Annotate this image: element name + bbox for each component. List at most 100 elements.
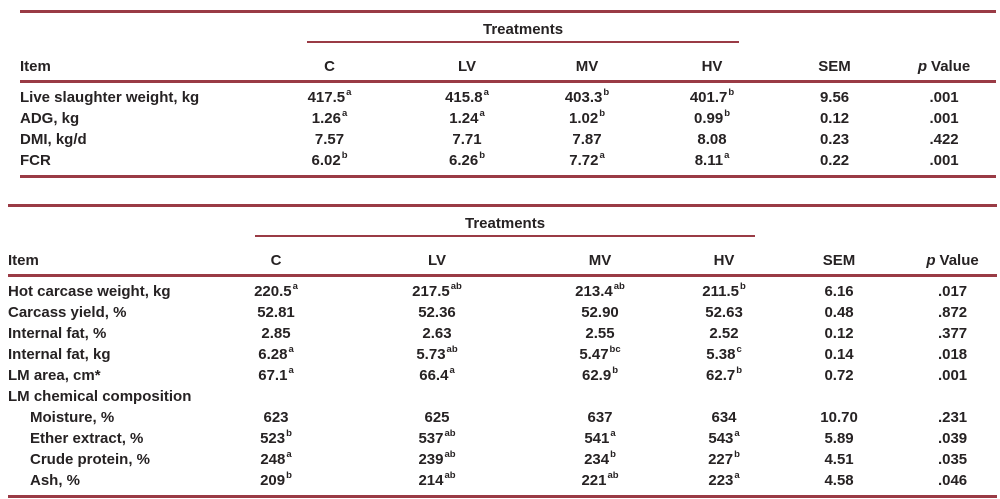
value-number: 537 [418, 430, 444, 447]
value-number: 2.85 [261, 325, 291, 342]
treatment-value: 8.11a [647, 150, 777, 177]
significance-superscript: a [599, 150, 605, 161]
value-number: 415.8 [445, 89, 483, 106]
p-italic: p [926, 252, 936, 269]
treatment-value: 6.02b [252, 150, 407, 177]
significance-superscript: b [286, 428, 292, 439]
treatment-value: 6.28a [200, 344, 352, 365]
treatment-value: 248a [200, 449, 352, 470]
significance-superscript: ab [446, 344, 458, 355]
sem-value: 10.70 [820, 409, 858, 426]
value-number: 543 [708, 430, 734, 447]
value-number: 5.47 [579, 346, 609, 363]
treatment-value: 67.1a [200, 365, 352, 386]
treatment-value: 52.90 [522, 302, 678, 323]
significance-superscript: ab [444, 449, 456, 460]
value-number: 0.99 [694, 110, 724, 127]
p-value: .001 [937, 367, 968, 384]
treatment-value: 7.71 [407, 129, 527, 150]
column-header-item: Item [20, 43, 252, 83]
sem-value: 4.58 [824, 472, 854, 489]
p-value: .035 [937, 451, 968, 468]
row-label: Ether extract, % [30, 430, 144, 447]
significance-superscript: b [603, 87, 610, 98]
value-number: 52.63 [705, 304, 743, 321]
value-number: 239 [418, 451, 444, 468]
treatment-value: 221ab [522, 470, 678, 497]
value-number: 401.7 [689, 89, 728, 106]
row-label: LM area, cm* [8, 367, 101, 384]
treatments-spanner-row: Treatments [20, 12, 996, 44]
treatment-value: 214ab [352, 470, 522, 497]
treatment-value: 541a [522, 428, 678, 449]
row-label: FCR [20, 152, 51, 169]
treatment-value: 62.9b [522, 365, 678, 386]
value-number: 62.9 [581, 367, 612, 384]
significance-superscript: a [288, 344, 294, 355]
p-value: .018 [937, 346, 968, 363]
spacer-cell [892, 12, 996, 44]
sem-value: 5.89 [824, 430, 854, 447]
significance-superscript: a [610, 428, 616, 439]
treatment-value: 537ab [352, 428, 522, 449]
row-label: Internal fat, % [8, 325, 107, 342]
significance-superscript: b [728, 87, 735, 98]
spacer-cell [8, 206, 200, 238]
treatment-value: 66.4a [352, 365, 522, 386]
p-value: .377 [937, 325, 968, 342]
table-row: Moisture, % 623 625 637 634 10.70 .231 [8, 407, 997, 428]
significance-superscript: ab [444, 470, 456, 481]
treatment-value: 8.08 [647, 129, 777, 150]
value-number: 634 [711, 409, 737, 426]
value-number: 52.81 [257, 304, 295, 321]
value-number: 403.3 [564, 89, 603, 106]
treatments-spanner-cell: Treatments [252, 12, 777, 43]
significance-superscript: b [724, 108, 731, 119]
treatment-value: 417.5a [252, 82, 407, 109]
column-header-p-value: p Value [892, 43, 997, 83]
treatment-value: 62.7b [678, 365, 770, 386]
spacer-cell [770, 206, 908, 238]
sem-value: 9.56 [819, 89, 850, 106]
value-number: 541 [584, 430, 610, 447]
significance-superscript: a [479, 108, 485, 119]
sem-value: 6.16 [824, 283, 854, 300]
treatment-value: 52.36 [352, 302, 522, 323]
significance-superscript: a [724, 150, 730, 161]
column-header-lv: LV [352, 237, 522, 277]
growth-performance-body: Live slaughter weight, kg 417.5a 415.8a 403… [20, 82, 996, 177]
treatment-value: 220.5a [200, 276, 352, 303]
column-header-hv: HV [678, 237, 771, 277]
sem-value: 0.12 [824, 325, 854, 342]
significance-superscript: b [599, 108, 605, 119]
column-header-row: Item C LV MV HV SEM p Value [20, 43, 997, 83]
table-row: Crude protein, % 248a 239ab 234b 227b 4.51.03… [8, 449, 997, 470]
treatment-value: 637 [522, 407, 678, 428]
value-number: 6.28 [258, 346, 288, 363]
value-number: 221 [581, 472, 607, 489]
table-row: Internal fat, % 2.85 2.63 2.55 2.52 0.12 .377 [8, 323, 997, 344]
value-number: 2.63 [422, 325, 452, 342]
significance-superscript: c [736, 344, 742, 355]
treatment-value: 5.73ab [352, 344, 522, 365]
value-number: 625 [424, 409, 450, 426]
value-number: 227 [708, 451, 734, 468]
significance-superscript: ab [613, 281, 625, 292]
p-value: .001 [929, 89, 959, 106]
table-row: Hot carcase weight, kg 220.5a 217.5ab 213.4… [8, 276, 997, 303]
significance-superscript: b [734, 449, 740, 460]
row-label: Internal fat, kg [8, 346, 111, 363]
significance-superscript: b [612, 365, 618, 376]
treatment-value: 213.4ab [522, 276, 678, 303]
value-number: 1.26 [311, 110, 341, 127]
p-value: .017 [937, 283, 968, 300]
treatment-value: 1.26a [252, 108, 407, 129]
treatment-value: 7.87 [527, 129, 647, 150]
row-label: Moisture, % [30, 409, 115, 426]
significance-superscript: a [292, 281, 298, 292]
value-number: 8.08 [697, 131, 727, 148]
value-number: 7.87 [572, 131, 602, 148]
value-number: 417.5 [307, 89, 346, 106]
value-number: 52.36 [418, 304, 456, 321]
treatments-header: Treatments [255, 215, 756, 237]
